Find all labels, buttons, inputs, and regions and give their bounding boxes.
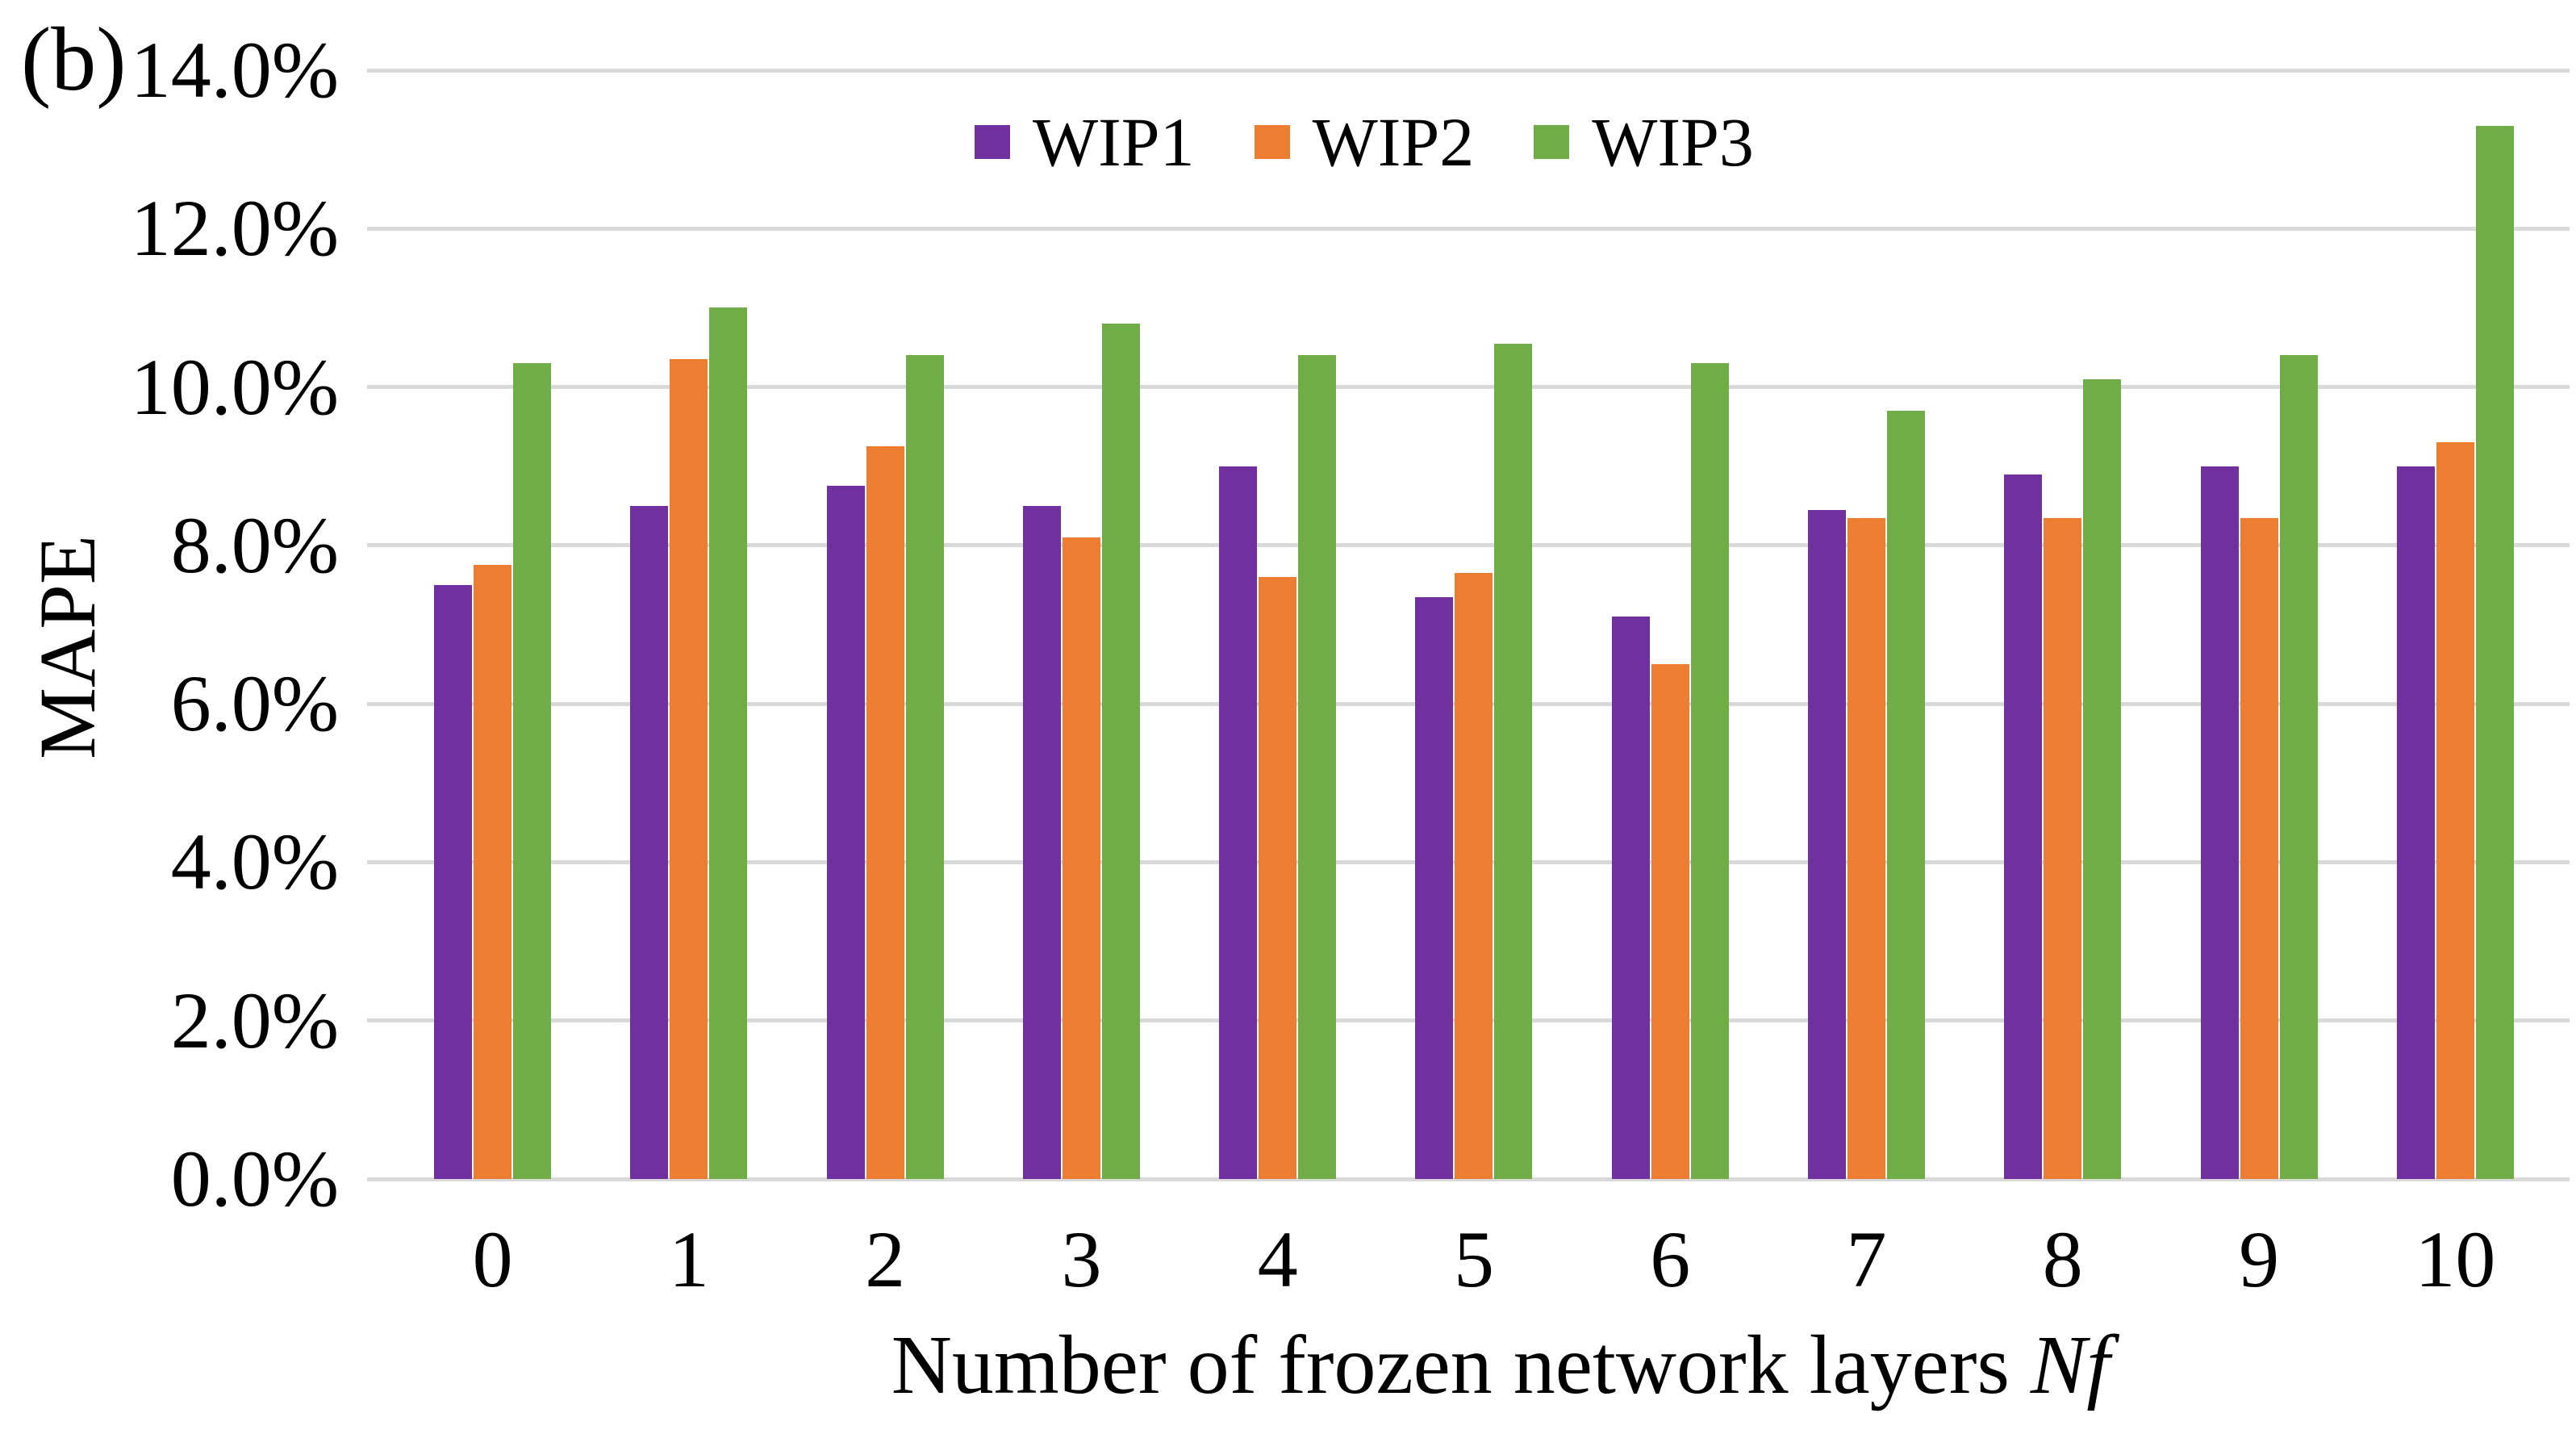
- legend-swatch-icon: [975, 125, 1010, 159]
- bar-wip3-x4: [1298, 355, 1337, 1179]
- x-tick-label: 10: [2415, 1215, 2496, 1304]
- gridline-0: [367, 1177, 2570, 1181]
- bar-wip3-x10: [2475, 125, 2514, 1179]
- gridline-12: [367, 226, 2570, 231]
- legend-item-wip1: WIP1: [975, 102, 1195, 182]
- bar-wip1-x8: [2004, 474, 2043, 1179]
- bar-wip2-x5: [1455, 573, 1493, 1179]
- bar-group-7: [1768, 70, 1964, 1179]
- bar-group-8: [1964, 70, 2161, 1179]
- bar-wip2-x4: [1259, 577, 1297, 1179]
- bar-wip3-x8: [2083, 378, 2122, 1179]
- x-tick-label: 3: [1061, 1215, 1102, 1304]
- bar-wip3-x6: [1690, 363, 1729, 1179]
- y-tick-label: 10.0%: [130, 341, 339, 432]
- bar-wip2-x10: [2436, 442, 2474, 1179]
- bar-wip3-x1: [709, 307, 748, 1179]
- bar-group-9: [2161, 70, 2357, 1179]
- legend-label: WIP3: [1592, 103, 1754, 181]
- bar-wip1-x1: [630, 505, 669, 1179]
- bars-layer: [395, 70, 2553, 1179]
- legend-swatch-icon: [1534, 125, 1570, 159]
- bar-group-6: [1572, 70, 1768, 1179]
- y-tick-label: 14.0%: [130, 25, 339, 115]
- legend-swatch-icon: [1254, 125, 1290, 159]
- y-axis-tick-labels: 14.0% 12.0% 10.0% 8.0% 6.0% 4.0% 2.0% 0.0%: [0, 27, 339, 1222]
- y-tick-label: 2.0%: [170, 975, 339, 1065]
- x-tick-label: 8: [2042, 1215, 2083, 1304]
- bar-wip1-x7: [1808, 509, 1847, 1179]
- bar-group-2: [787, 70, 983, 1179]
- bar-wip1-x2: [826, 486, 865, 1179]
- bar-wip2-x1: [670, 359, 708, 1179]
- bar-wip3-x0: [513, 363, 552, 1179]
- x-tick-label: 6: [1650, 1215, 1691, 1304]
- bar-wip2-x6: [1651, 664, 1689, 1179]
- gridline-10: [367, 385, 2570, 390]
- bar-wip2-x8: [2044, 517, 2082, 1179]
- bar-wip1-x3: [1022, 505, 1061, 1179]
- bar-wip1-x6: [1611, 617, 1650, 1179]
- bar-group-0: [395, 70, 591, 1179]
- panel-label: (b): [21, 10, 127, 110]
- bar-wip1-x9: [2200, 466, 2239, 1179]
- bar-group-10: [2357, 70, 2553, 1179]
- legend-label: WIP2: [1312, 103, 1475, 181]
- x-axis-title-variable: Nf: [2030, 1319, 2110, 1411]
- bar-group-1: [591, 70, 787, 1179]
- bar-wip2-x9: [2240, 517, 2278, 1179]
- x-axis-tick-labels: 0 1 2 3 4 5 6 7 8 9 10: [395, 1215, 2553, 1305]
- gridline-8: [367, 543, 2570, 548]
- bar-wip2-x3: [1062, 537, 1100, 1179]
- legend: WIP1 WIP2 WIP3: [975, 102, 1754, 182]
- x-tick-label: 0: [472, 1215, 513, 1304]
- bar-wip3-x2: [905, 355, 944, 1179]
- bar-wip3-x3: [1101, 324, 1140, 1179]
- x-tick-label: 4: [1257, 1215, 1298, 1304]
- y-tick-label: 8.0%: [170, 500, 339, 590]
- x-axis-title: Number of frozen network layers Nf: [774, 1317, 2227, 1414]
- bar-wip2-x7: [1847, 517, 1886, 1179]
- bar-wip3-x9: [2279, 355, 2318, 1179]
- y-tick-label: 12.0%: [130, 183, 339, 274]
- gridline-14: [367, 68, 2570, 73]
- x-tick-label: 2: [865, 1215, 906, 1304]
- legend-item-wip3: WIP3: [1534, 102, 1754, 182]
- legend-item-wip2: WIP2: [1254, 102, 1475, 182]
- x-tick-label: 7: [1846, 1215, 1887, 1304]
- bar-wip3-x7: [1887, 411, 1926, 1179]
- y-tick-label: 0.0%: [170, 1134, 339, 1223]
- bar-wip1-x4: [1219, 466, 1258, 1179]
- bar-group-5: [1376, 70, 1572, 1179]
- x-axis-title-text: Number of frozen network layers: [891, 1319, 2031, 1411]
- bar-wip1-x10: [2396, 466, 2435, 1179]
- bar-wip1-x5: [1415, 596, 1454, 1179]
- y-tick-label: 4.0%: [170, 817, 339, 907]
- x-tick-label: 9: [2239, 1215, 2280, 1304]
- legend-label: WIP1: [1033, 103, 1195, 181]
- bar-wip1-x0: [434, 584, 473, 1179]
- bar-wip2-x2: [866, 446, 904, 1179]
- bar-wip2-x0: [474, 565, 512, 1179]
- y-tick-label: 6.0%: [170, 658, 339, 749]
- x-tick-label: 1: [668, 1215, 709, 1304]
- bar-group-4: [1179, 70, 1376, 1179]
- bar-wip3-x5: [1494, 343, 1533, 1179]
- bar-group-3: [983, 70, 1179, 1179]
- x-tick-label: 5: [1453, 1215, 1494, 1304]
